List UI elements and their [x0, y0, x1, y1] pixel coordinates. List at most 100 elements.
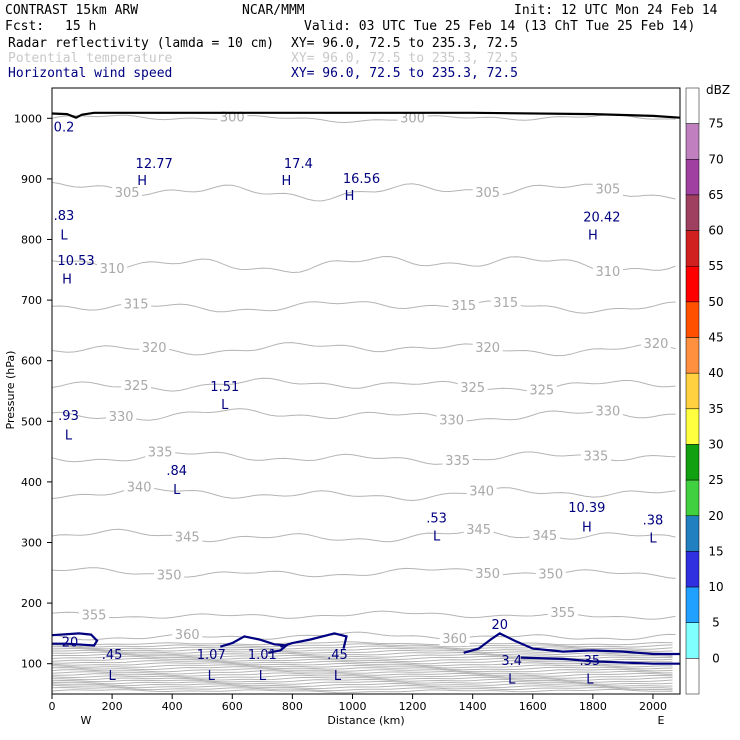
theta-label-350: 350	[157, 568, 182, 583]
wind-contour-20	[463, 632, 680, 656]
wind-label: H	[588, 229, 598, 244]
theta-label-330: 330	[109, 410, 134, 425]
theta-contour-300	[51, 113, 676, 124]
theta-label-325: 325	[124, 379, 149, 394]
wind-label: 20	[62, 636, 79, 651]
x-tick-label: 200	[102, 700, 123, 713]
colorbar-level-label: 40	[708, 366, 723, 380]
theta-label-335: 335	[583, 450, 608, 465]
wind-label: 12.77	[136, 157, 173, 172]
colorbar-swatch	[685, 230, 700, 267]
theta-label-340: 340	[469, 485, 494, 500]
forecast-value: 15 h	[65, 19, 96, 34]
colorbar-swatch	[685, 622, 700, 659]
theta-label-bg	[397, 111, 428, 126]
theta-label-345: 345	[532, 529, 557, 544]
theta-label-bg	[592, 404, 623, 419]
theta-label-bg	[79, 608, 110, 623]
theta-label-330: 330	[595, 404, 620, 419]
theta-contour-355	[51, 610, 676, 620]
x-tick-label: 600	[222, 700, 243, 713]
theta-label-335: 335	[148, 446, 173, 461]
theta-label-345: 345	[175, 530, 200, 545]
theta-label-320: 320	[475, 341, 500, 356]
theta-label-305: 305	[595, 182, 620, 197]
theta-label-bg	[124, 480, 155, 495]
theta-label-345: 345	[466, 523, 491, 538]
y-tick-label: 1000	[14, 112, 42, 125]
theta-contour-345	[51, 528, 676, 543]
theta-label-bg	[529, 529, 560, 544]
theta-label-bg	[112, 186, 143, 201]
field-xy-theta: XY= 96.0, 72.5 to 235.3, 72.5	[291, 51, 518, 66]
x-axis-label: Distance (km)	[327, 714, 404, 727]
wind-label: .93	[58, 409, 79, 424]
wind-label: L	[334, 669, 342, 684]
field-name-reflectivity: Radar reflectivity (lamda = 10 cm)	[8, 36, 274, 51]
theta-label-bg	[436, 413, 467, 428]
theta-contour-310	[51, 255, 676, 274]
theta-label-315: 315	[493, 296, 518, 311]
x-tick-label: 1600	[519, 700, 547, 713]
x-tick-label: 800	[282, 700, 303, 713]
theta-contour-315	[51, 300, 676, 314]
colorbar-level-label: 20	[708, 509, 723, 523]
x-tick-label: 0	[49, 700, 56, 713]
wind-labels: 20 L .45 L 1.07 L 1.01 L .45 L 3.4 L .35 20 L .53 H 10.39…	[54, 121, 664, 688]
colorbar-level-label: 70	[708, 152, 723, 166]
theta-label-305: 305	[475, 186, 500, 201]
wind-label: L	[65, 428, 73, 443]
theta-label-310: 310	[595, 265, 620, 280]
wind-contour-20	[280, 632, 348, 649]
theta-label-360: 360	[442, 632, 467, 647]
colorbar-swatch	[685, 586, 700, 623]
field-xy-reflectivity: XY= 96.0, 72.5 to 235.3, 72.5	[291, 36, 518, 51]
wind-label: L	[60, 229, 68, 244]
y-axis: 100 200 300 400 500 600 700 800 900 1000	[14, 112, 52, 671]
theta-label-bg	[466, 484, 497, 499]
wind-contour-20	[51, 632, 99, 647]
colorbar-swatch	[685, 408, 700, 445]
x-tick-label: 2000	[639, 700, 667, 713]
init-time: Init: 12 UTC Mon 24 Feb 14	[514, 3, 718, 18]
wind-label: 1.51	[210, 380, 239, 395]
colorbar-level-label: 15	[708, 544, 723, 558]
wind-label: 1.01	[248, 648, 277, 663]
colorbar-level-label: 65	[708, 188, 723, 202]
y-tick-label: 400	[21, 476, 42, 489]
theta-label-bg	[472, 340, 503, 355]
valid-time: Valid: 03 UTC Tue 25 Feb 14 (13 ChT Tue …	[304, 19, 695, 34]
theta-label-bg	[145, 445, 176, 460]
wind-label: .83	[54, 209, 75, 224]
colorbar-swatch	[685, 515, 700, 552]
theta-label-bg	[472, 567, 503, 582]
theta-band-line	[51, 676, 673, 681]
theta-label-315: 315	[451, 299, 476, 314]
wind-label: L	[433, 530, 441, 545]
colorbar-swatch	[685, 444, 700, 481]
theta-band-line	[51, 653, 673, 658]
theta-band-line	[51, 647, 673, 652]
theta-band-line	[51, 643, 673, 648]
wind-label: .45	[327, 648, 348, 663]
wind-label: 10.39	[568, 501, 605, 516]
theta-label-bg	[154, 568, 185, 583]
colorbar-swatch	[685, 372, 700, 410]
theta-band-line	[52, 680, 673, 685]
colorbar-swatch	[685, 337, 700, 374]
wind-contours	[51, 632, 680, 665]
theta-band-line	[51, 662, 673, 667]
colorbar-level-label: 45	[708, 331, 723, 345]
theta-label-bg	[448, 299, 479, 314]
theta-band-line	[51, 666, 673, 671]
field-name-wind: Horizontal wind speed	[8, 66, 172, 81]
colorbar-swatch	[685, 87, 700, 124]
theta-label-bg	[139, 341, 170, 356]
theta-label-bg	[442, 453, 473, 468]
header: CONTRAST 15km ARW NCAR/MMM Init: 12 UTC …	[5, 3, 718, 81]
theta-band-line	[51, 668, 673, 673]
colorbar-swatch	[685, 159, 700, 196]
theta-label-bg	[106, 410, 137, 425]
y-tick-label: 200	[21, 597, 42, 610]
